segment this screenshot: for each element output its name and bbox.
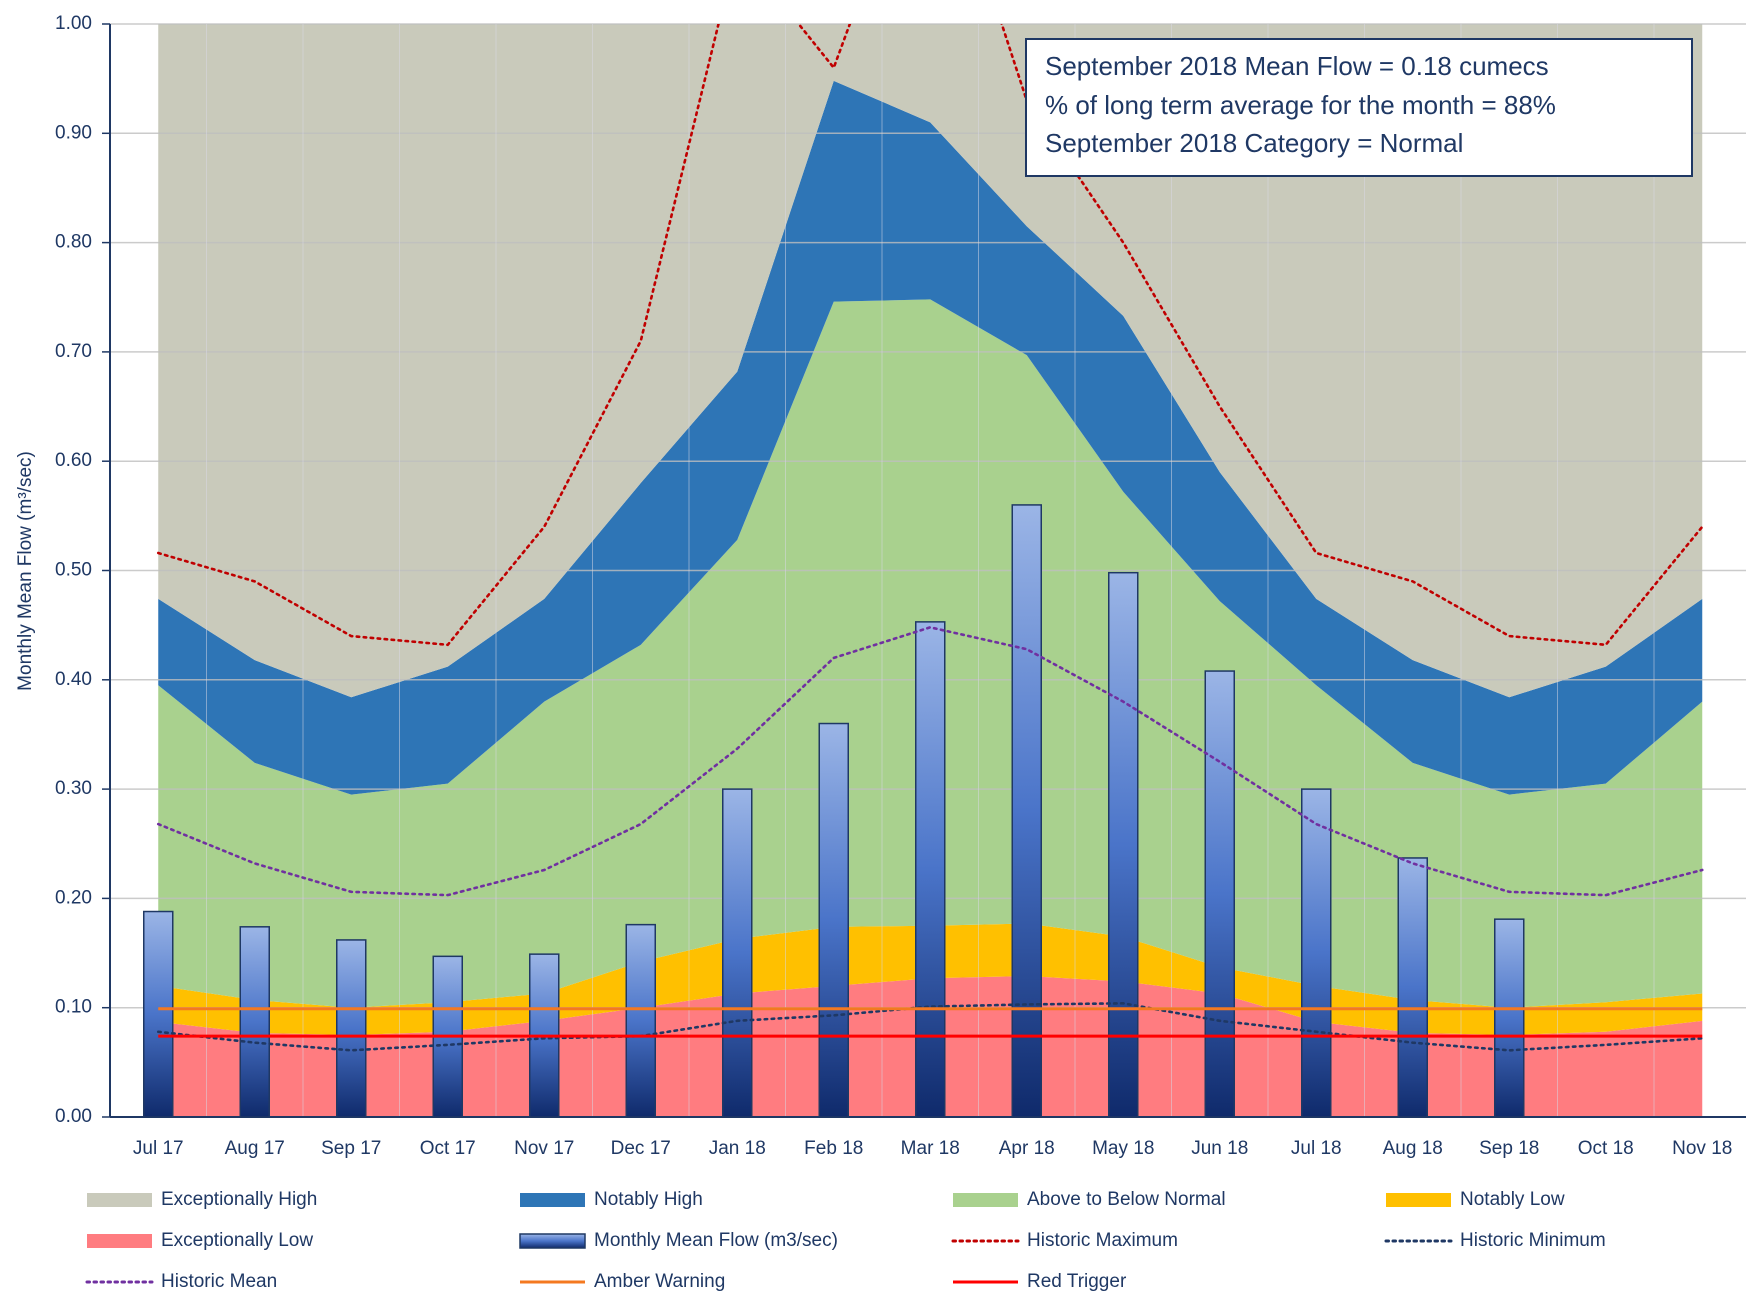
x-tick-label: Mar 18	[901, 1138, 960, 1159]
legend-swatch	[519, 1233, 586, 1249]
y-axis-label: Monthly Mean Flow (m³/sec)	[15, 451, 36, 691]
legend-swatch	[87, 1234, 152, 1248]
line	[156, 625, 1704, 897]
y-tick-label: 0.40	[55, 669, 92, 690]
bar	[1108, 571, 1139, 1118]
bar	[722, 788, 753, 1118]
lines	[156, 24, 1704, 1052]
area	[158, 24, 1703, 698]
bar	[818, 722, 849, 1118]
legend-swatch	[520, 1193, 585, 1207]
bar	[143, 910, 174, 1118]
legend-label: Notably Low	[1460, 1189, 1565, 1210]
bar	[1011, 504, 1042, 1118]
legend-label: Monthly Mean Flow (m3/sec)	[594, 1230, 838, 1251]
annotation-text: % of long term average for the month = 8…	[1045, 90, 1556, 120]
annotation-box	[1025, 38, 1693, 177]
x-tick-label: Nov 17	[514, 1138, 574, 1159]
area	[158, 80, 1703, 795]
x-tick-label: Oct 18	[1578, 1138, 1634, 1159]
y-tick-label: 0.70	[55, 341, 92, 362]
legend-label: Notably High	[594, 1189, 703, 1210]
x-tick-label: Apr 18	[999, 1138, 1055, 1159]
x-tick-label: Sep 18	[1479, 1138, 1539, 1159]
bar	[1494, 918, 1525, 1118]
bar	[336, 939, 367, 1118]
line	[156, 24, 1704, 647]
legend-label: Historic Maximum	[1027, 1230, 1178, 1251]
x-tick-label: Sep 17	[321, 1138, 381, 1159]
bar	[239, 926, 270, 1118]
annotation-text: September 2018 Mean Flow = 0.18 cumecs	[1045, 51, 1549, 81]
legend-label: Red Trigger	[1027, 1271, 1127, 1292]
bar	[625, 923, 656, 1118]
y-tick-label: 0.60	[55, 450, 92, 471]
legend-swatch	[953, 1193, 1018, 1207]
line	[156, 1002, 1704, 1052]
x-tick-label: Feb 18	[804, 1138, 863, 1159]
legend-label: Historic Mean	[161, 1271, 277, 1292]
y-tick-label: 0.90	[55, 122, 92, 143]
bar	[1397, 857, 1428, 1118]
x-tick-label: Nov 18	[1672, 1138, 1732, 1159]
y-tick-label: 0.80	[55, 232, 92, 253]
x-tick-label: Jun 18	[1191, 1138, 1248, 1159]
y-tick-label: 0.10	[55, 997, 92, 1018]
y-tick-label: 0.00	[55, 1106, 92, 1127]
legend-label: Exceptionally Low	[161, 1230, 313, 1251]
legend-label: Above to Below Normal	[1027, 1189, 1226, 1210]
y-tick-label: 0.30	[55, 778, 92, 799]
legend-label: Exceptionally High	[161, 1189, 317, 1210]
x-tick-label: Jul 17	[133, 1138, 184, 1159]
annotation-text: September 2018 Category = Normal	[1045, 128, 1463, 158]
legend-swatch	[87, 1193, 152, 1207]
x-tick-label: Aug 17	[225, 1138, 285, 1159]
legend-swatch	[1386, 1193, 1451, 1207]
y-tick-label: 0.20	[55, 887, 92, 908]
bar	[915, 621, 946, 1118]
overlay: 0.00 0.10 0.20 0.30 0.40 0.50 0.60 0.70 0.80 0.90…	[55, 13, 1746, 1159]
x-tick-label: Dec 17	[611, 1138, 671, 1159]
bar	[1204, 670, 1235, 1118]
x-tick-label: Jul 18	[1291, 1138, 1342, 1159]
legend-label: Amber Warning	[594, 1271, 725, 1292]
x-tick-label: May 18	[1092, 1138, 1154, 1159]
y-tick-label: 0.50	[55, 560, 92, 581]
x-tick-label: Oct 17	[420, 1138, 476, 1159]
bar	[1301, 788, 1332, 1118]
x-tick-label: Aug 18	[1383, 1138, 1443, 1159]
x-tick-label: Jan 18	[709, 1138, 766, 1159]
legend-label: Historic Minimum	[1460, 1230, 1606, 1251]
y-tick-label: 1.00	[55, 13, 92, 34]
